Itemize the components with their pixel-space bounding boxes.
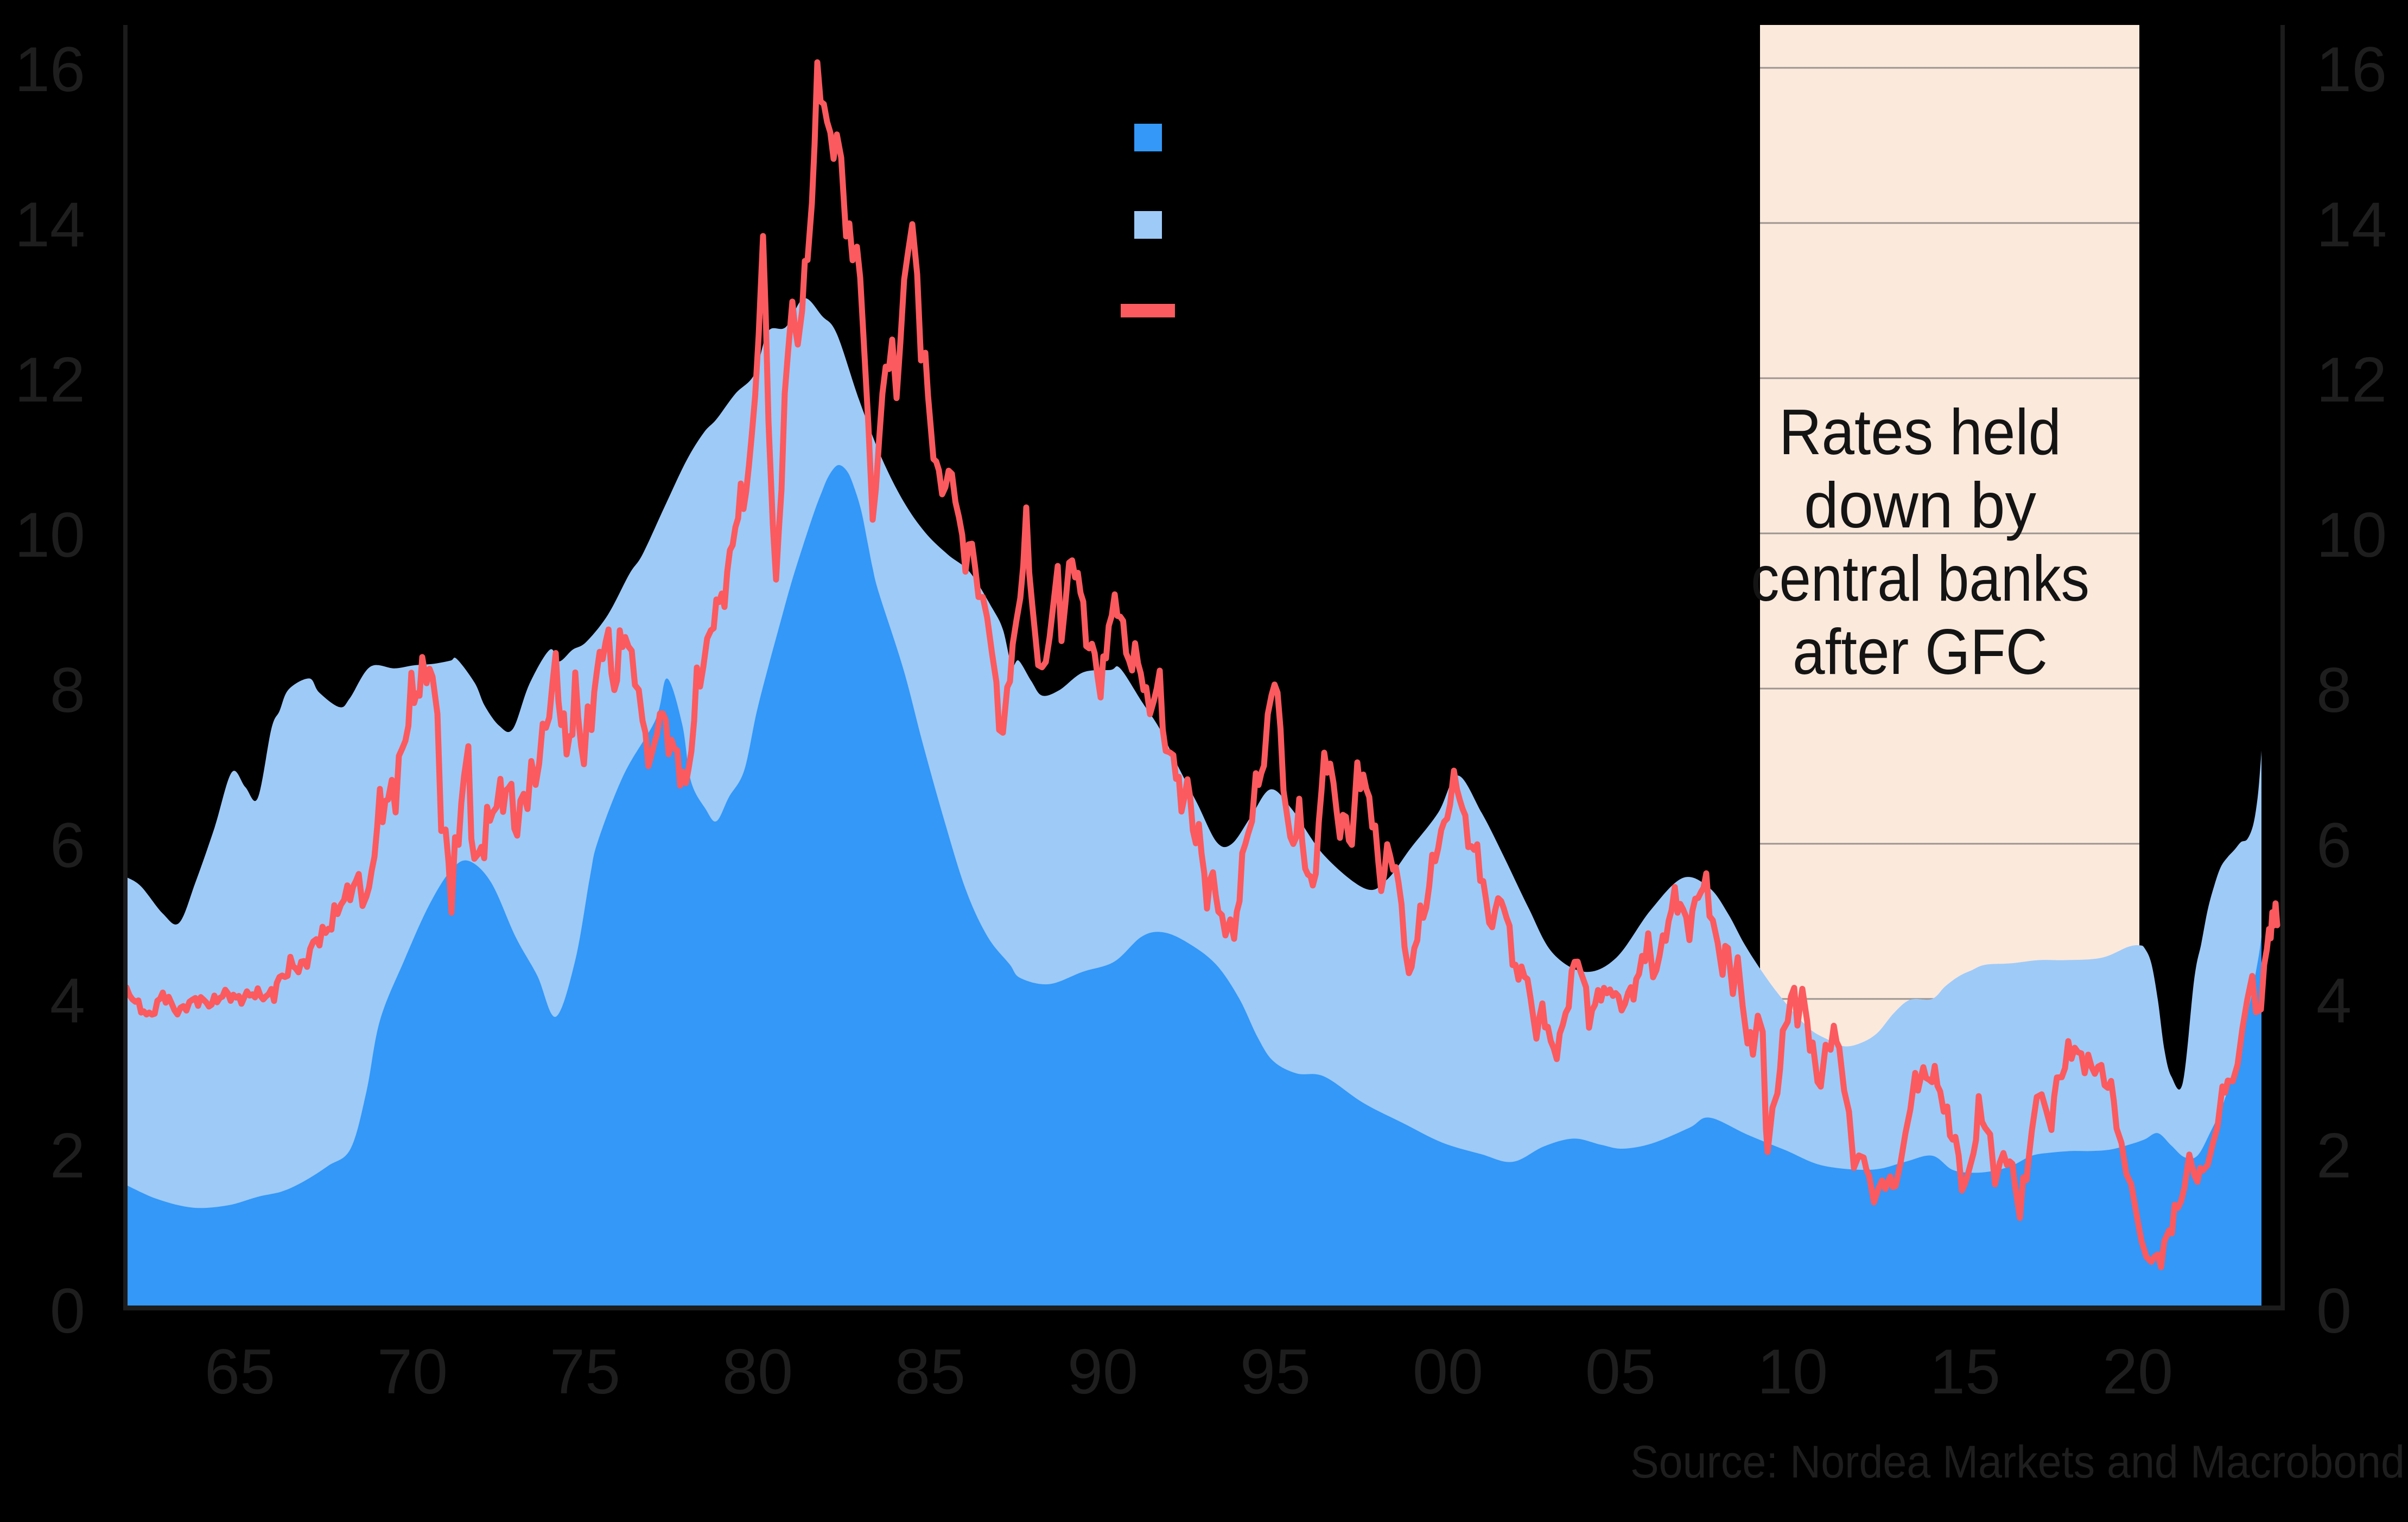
svg-text:2: 2 [50,1120,85,1191]
svg-text:20: 20 [2102,1336,2173,1407]
svg-text:8: 8 [2316,654,2352,725]
svg-text:65: 65 [205,1336,275,1407]
svg-text:16: 16 [2316,34,2387,105]
svg-text:0: 0 [2316,1275,2352,1346]
svg-text:14: 14 [2316,189,2387,260]
svg-text:12: 12 [15,344,85,415]
svg-text:75: 75 [550,1336,620,1407]
svg-text:0: 0 [50,1275,85,1346]
svg-text:12: 12 [2316,344,2387,415]
svg-text:85: 85 [895,1336,965,1407]
svg-text:Rates held: Rates held [1779,396,2061,468]
svg-text:10: 10 [2316,499,2387,570]
svg-text:95: 95 [1240,1336,1311,1407]
svg-text:6: 6 [50,810,85,881]
svg-text:4: 4 [50,965,85,1036]
svg-text:central banks: central banks [1751,543,2089,615]
svg-text:70: 70 [377,1336,448,1407]
svg-text:Source: Nordea Markets and Mac: Source: Nordea Markets and Macrobond [1630,1436,2405,1487]
svg-text:05: 05 [1585,1336,1656,1407]
svg-text:10: 10 [1757,1336,1828,1407]
svg-text:16: 16 [15,34,85,105]
svg-text:10: 10 [15,499,85,570]
svg-text:8: 8 [50,654,85,725]
svg-text:90: 90 [1068,1336,1138,1407]
svg-text:80: 80 [722,1336,793,1407]
svg-text:down by: down by [1804,469,2036,542]
svg-text:00: 00 [1413,1336,1483,1407]
svg-text:4: 4 [2316,965,2352,1036]
svg-text:6: 6 [2316,810,2352,881]
svg-text:after GFC: after GFC [1793,616,2048,688]
svg-text:15: 15 [1930,1336,2000,1407]
svg-text:14: 14 [15,189,85,260]
svg-text:2: 2 [2316,1120,2352,1191]
